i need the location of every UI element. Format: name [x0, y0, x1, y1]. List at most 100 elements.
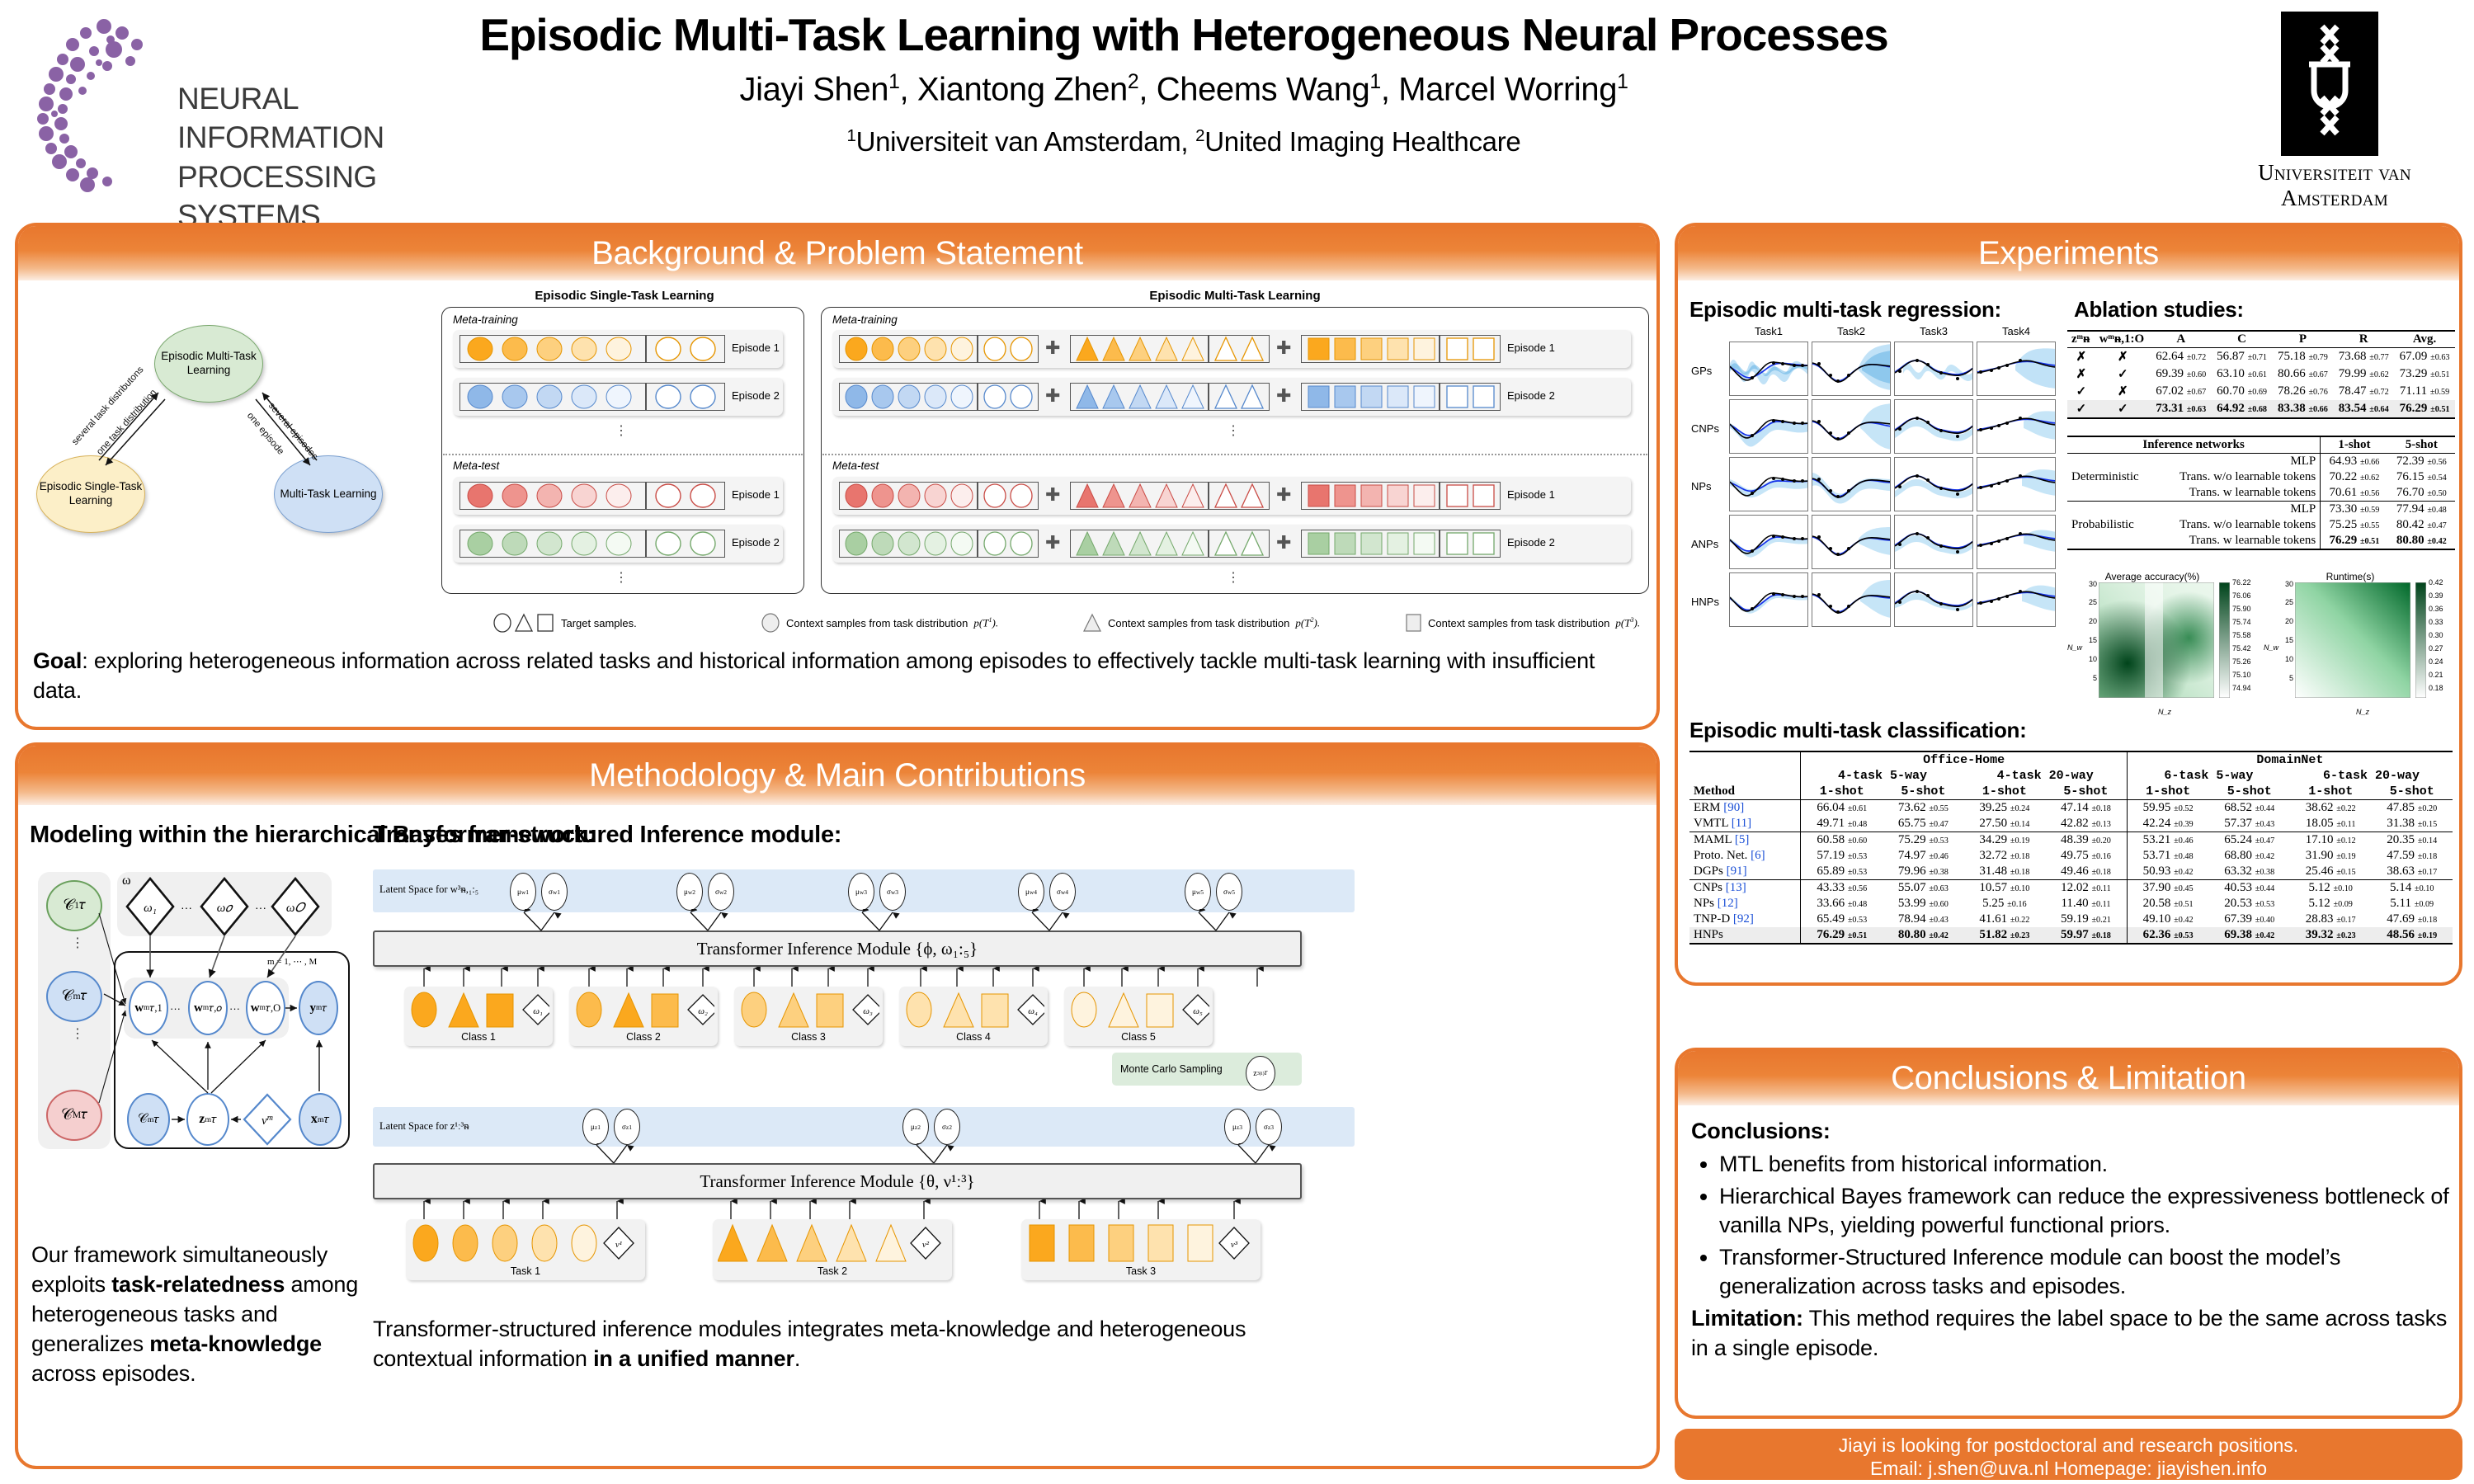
- mu-sigma-node: σ w5: [1216, 873, 1242, 911]
- neurips-wordmark: NEURAL INFORMATION PROCESSING SYSTEMS: [177, 79, 412, 235]
- cell-value: 80.80 ±0.42: [1897, 928, 1949, 941]
- panel-experiments: Experiments Episodic multi-task regressi…: [1675, 223, 2462, 986]
- neurips-dot-swirl-icon: [37, 19, 143, 192]
- cell-value: 53.71 ±0.48: [2126, 848, 2209, 864]
- heatmap-runtime: [2295, 582, 2410, 698]
- episodic-single-task-diagram: Episodic Single-Task Learning Meta-train…: [435, 289, 814, 619]
- regression-col-label: Task3: [1920, 325, 1948, 337]
- th-R: R: [2359, 332, 2368, 346]
- plus-icon: ✚: [1045, 337, 1061, 358]
- contact-banner[interactable]: Jiayi is looking for postdoctoral and re…: [1675, 1429, 2462, 1480]
- square-icon: [1406, 614, 1421, 632]
- table-row: MLP 64.93 ±0.66 72.39 ±0.56: [2067, 453, 2455, 469]
- subtitle-regression: Episodic multi-task regression:: [1689, 297, 2001, 322]
- cell-value: 27.50 ±0.14: [1979, 817, 2030, 830]
- omega-plate-label: ω: [122, 874, 131, 888]
- heatmap-ylabel-accuracy: N_w: [2067, 643, 2083, 652]
- inference-table-body: MLP 64.93 ±0.66 72.39 ±0.56 Deterministic Tr…: [2067, 453, 2455, 549]
- cell-method: HNPs: [1694, 928, 1723, 941]
- goal-statement: Goal: exploring heterogeneous informatio…: [33, 647, 1642, 706]
- target-cell: [646, 482, 725, 510]
- meta-split-divider: [443, 454, 803, 455]
- target-cell: [1209, 530, 1270, 558]
- regression-cell: [1894, 457, 1973, 511]
- panel-methodology: Methodology & Main Contributions Modelin…: [15, 742, 1660, 1469]
- affiliation-list: 1Universiteit van Amsterdam, 2United Ima…: [846, 125, 1521, 157]
- latent-space-w-label: Latent Space for w³ᵰ,₁:₅: [379, 883, 479, 895]
- cell-5shot: 72.39 ±0.56: [2396, 455, 2447, 468]
- heatmap-accuracy-yticks: 30 25 20 15 10 5: [2082, 581, 2097, 694]
- dots-w-1: ···: [170, 1002, 181, 1015]
- cell-variant: Trans. w learnable tokens: [2189, 534, 2316, 547]
- th-A: A: [2176, 332, 2186, 346]
- svg-text:ω₃: ω₃: [863, 1006, 873, 1016]
- episode-row: ✚ ✚: [832, 525, 1631, 563]
- mu-sigma-node: σ w2: [708, 873, 734, 911]
- cell-value: 42.24 ±0.39: [2126, 816, 2209, 832]
- th-setting: 6-task 5-way: [2126, 768, 2290, 784]
- regression-cell: [1977, 457, 2056, 511]
- regression-cell: [1729, 342, 1808, 396]
- episode-row: Episode 2: [453, 378, 783, 416]
- svg-text:ν²: ν²: [922, 1240, 930, 1250]
- ytick: 5: [2288, 674, 2293, 682]
- transformer-z-arrows: [596, 1143, 1276, 1164]
- cell-value: 73.29 ±0.51: [2399, 367, 2450, 380]
- episode-label: Episode 1: [732, 342, 780, 354]
- ytick: 10: [2088, 655, 2097, 663]
- svg-text:ω𝑂: ω𝑂: [286, 902, 307, 915]
- cbtick: 75.10: [2232, 671, 2251, 679]
- class-3-shapes: ω₃: [741, 992, 879, 1028]
- th-z: zᵐᵰ: [2071, 332, 2090, 346]
- cell-1shot: 64.93 ±0.66: [2320, 453, 2388, 469]
- table-row: ✗ ✗ 62.64 ±0.72 56.87 ±0.71 75.18 ±0.79 73.68…: [2067, 347, 2455, 366]
- mu-sigma-node: μ z3: [1224, 1109, 1251, 1145]
- cell-value: 57.37 ±0.43: [2224, 817, 2275, 830]
- regression-cell: [1729, 572, 1808, 627]
- ytick: 5: [2092, 674, 2097, 682]
- context-cell: [459, 335, 646, 363]
- cell-value: 69.38 ±0.42: [2224, 928, 2275, 941]
- legend-label: Context samples from task distribution: [1428, 616, 1610, 629]
- legend-math: p(T3).: [1615, 615, 1641, 629]
- heatmap-accuracy-colorbar: [2219, 582, 2230, 698]
- cell-1shot: 75.25 ±0.55: [2320, 517, 2388, 533]
- th-5shot: 5-shot: [2405, 438, 2438, 451]
- vertical-ellipsis: ⋮: [71, 1027, 84, 1041]
- regression-cell: [1812, 342, 1891, 396]
- class-label: Class 3: [791, 1031, 826, 1043]
- node-w-O: w m 𝜏,O: [246, 981, 285, 1035]
- cell-value: 48.39 ±0.20: [2060, 833, 2111, 846]
- cell-value: 31.48 ±0.18: [1979, 864, 2030, 878]
- limitation-label: Limitation:: [1691, 1306, 1803, 1331]
- class-5-shapes: ω₅: [1071, 992, 1209, 1028]
- latent-space-z-band: [373, 1107, 1355, 1147]
- task-2-shapes: ν²: [718, 1223, 941, 1262]
- episode-label: Episode 2: [732, 389, 780, 402]
- plus-icon: ✚: [1045, 484, 1061, 505]
- heatmap-xlabel-runtime: N_z: [2356, 708, 2370, 716]
- regression-cell: [1894, 342, 1973, 396]
- cell-value: 5.12 ±0.09: [2308, 897, 2353, 910]
- legend-context-task3: Context samples from task distribution p…: [1404, 612, 1640, 634]
- cell-value: 20.53 ±0.53: [2224, 897, 2275, 910]
- task-group: [406, 1219, 645, 1280]
- cell-value: 59.97 ±0.18: [2060, 928, 2111, 941]
- poster-header: NEURAL INFORMATION PROCESSING SYSTEMS Ep…: [0, 0, 2474, 233]
- cell-value: 38.62 ±0.22: [2305, 801, 2356, 814]
- uva-crest-icon: [2281, 12, 2378, 156]
- transformer-w-diagram: Latent Space for w³ᵰ,₁:₅ μ w1 σ w1 μ w2 σ w2…: [373, 861, 1355, 1091]
- context-cell: [1301, 335, 1440, 363]
- target-cell: [1440, 482, 1501, 510]
- page-title: Episodic Multi-Task Learning with Hetero…: [479, 9, 1888, 60]
- cell-value: 64.92 ±0.68: [2217, 402, 2268, 415]
- cell-value: 31.90 ±0.19: [2305, 849, 2356, 862]
- cell-value: 67.39 ±0.40: [2224, 912, 2275, 926]
- cell-1shot: 76.29 ±0.51: [2320, 533, 2388, 549]
- cell-value: 83.54 ±0.64: [2338, 402, 2389, 415]
- cell-value: 57.19 ±0.53: [1800, 848, 1883, 864]
- cell-value: 31.38 ±0.15: [2387, 817, 2438, 830]
